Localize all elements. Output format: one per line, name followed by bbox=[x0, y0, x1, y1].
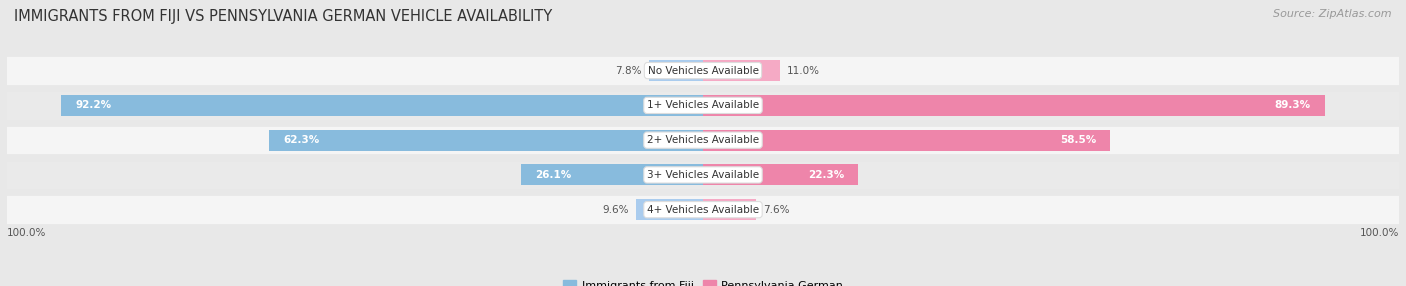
Text: 58.5%: 58.5% bbox=[1060, 135, 1097, 145]
Bar bbox=[703, 95, 1324, 116]
Text: 92.2%: 92.2% bbox=[76, 100, 111, 110]
Text: Source: ZipAtlas.com: Source: ZipAtlas.com bbox=[1274, 9, 1392, 19]
Text: 3+ Vehicles Available: 3+ Vehicles Available bbox=[647, 170, 759, 180]
Text: 2+ Vehicles Available: 2+ Vehicles Available bbox=[647, 135, 759, 145]
Text: 62.3%: 62.3% bbox=[284, 135, 319, 145]
Text: 89.3%: 89.3% bbox=[1274, 100, 1310, 110]
Bar bbox=[7, 90, 1399, 121]
Text: 7.6%: 7.6% bbox=[763, 205, 789, 215]
Bar bbox=[703, 164, 858, 185]
Text: 100.0%: 100.0% bbox=[1360, 228, 1399, 238]
Bar bbox=[62, 95, 703, 116]
Text: 11.0%: 11.0% bbox=[786, 65, 820, 76]
Bar bbox=[7, 160, 1399, 190]
Bar bbox=[522, 164, 703, 185]
Text: 4+ Vehicles Available: 4+ Vehicles Available bbox=[647, 205, 759, 215]
Bar bbox=[270, 130, 703, 150]
Text: 7.8%: 7.8% bbox=[616, 65, 641, 76]
Text: No Vehicles Available: No Vehicles Available bbox=[648, 65, 758, 76]
Bar bbox=[648, 60, 703, 81]
Bar bbox=[7, 194, 1399, 225]
Text: 100.0%: 100.0% bbox=[7, 228, 46, 238]
Bar bbox=[7, 125, 1399, 155]
Legend: Immigrants from Fiji, Pennsylvania German: Immigrants from Fiji, Pennsylvania Germa… bbox=[562, 280, 844, 286]
Text: 26.1%: 26.1% bbox=[536, 170, 571, 180]
Bar bbox=[703, 130, 1111, 150]
Text: 9.6%: 9.6% bbox=[603, 205, 630, 215]
Bar bbox=[703, 60, 779, 81]
Text: IMMIGRANTS FROM FIJI VS PENNSYLVANIA GERMAN VEHICLE AVAILABILITY: IMMIGRANTS FROM FIJI VS PENNSYLVANIA GER… bbox=[14, 9, 553, 23]
Bar bbox=[636, 199, 703, 220]
Text: 22.3%: 22.3% bbox=[808, 170, 844, 180]
Bar bbox=[7, 55, 1399, 86]
Text: 1+ Vehicles Available: 1+ Vehicles Available bbox=[647, 100, 759, 110]
Bar bbox=[703, 199, 756, 220]
